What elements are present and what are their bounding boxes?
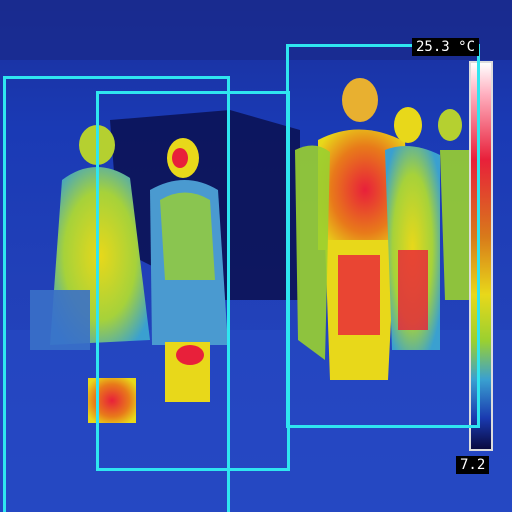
detection-box-person-right bbox=[286, 44, 480, 428]
min-temperature-label: 7.2 bbox=[456, 456, 490, 474]
detection-box-person-left bbox=[3, 76, 230, 512]
color-scale-bar bbox=[471, 63, 491, 449]
ground bbox=[0, 330, 512, 512]
max-temperature-label: 25.3 °C bbox=[412, 38, 480, 56]
person-right bbox=[295, 78, 470, 380]
person-middle bbox=[150, 138, 228, 402]
detection-box-person-middle bbox=[96, 91, 290, 471]
color-scale-outline bbox=[469, 61, 493, 451]
